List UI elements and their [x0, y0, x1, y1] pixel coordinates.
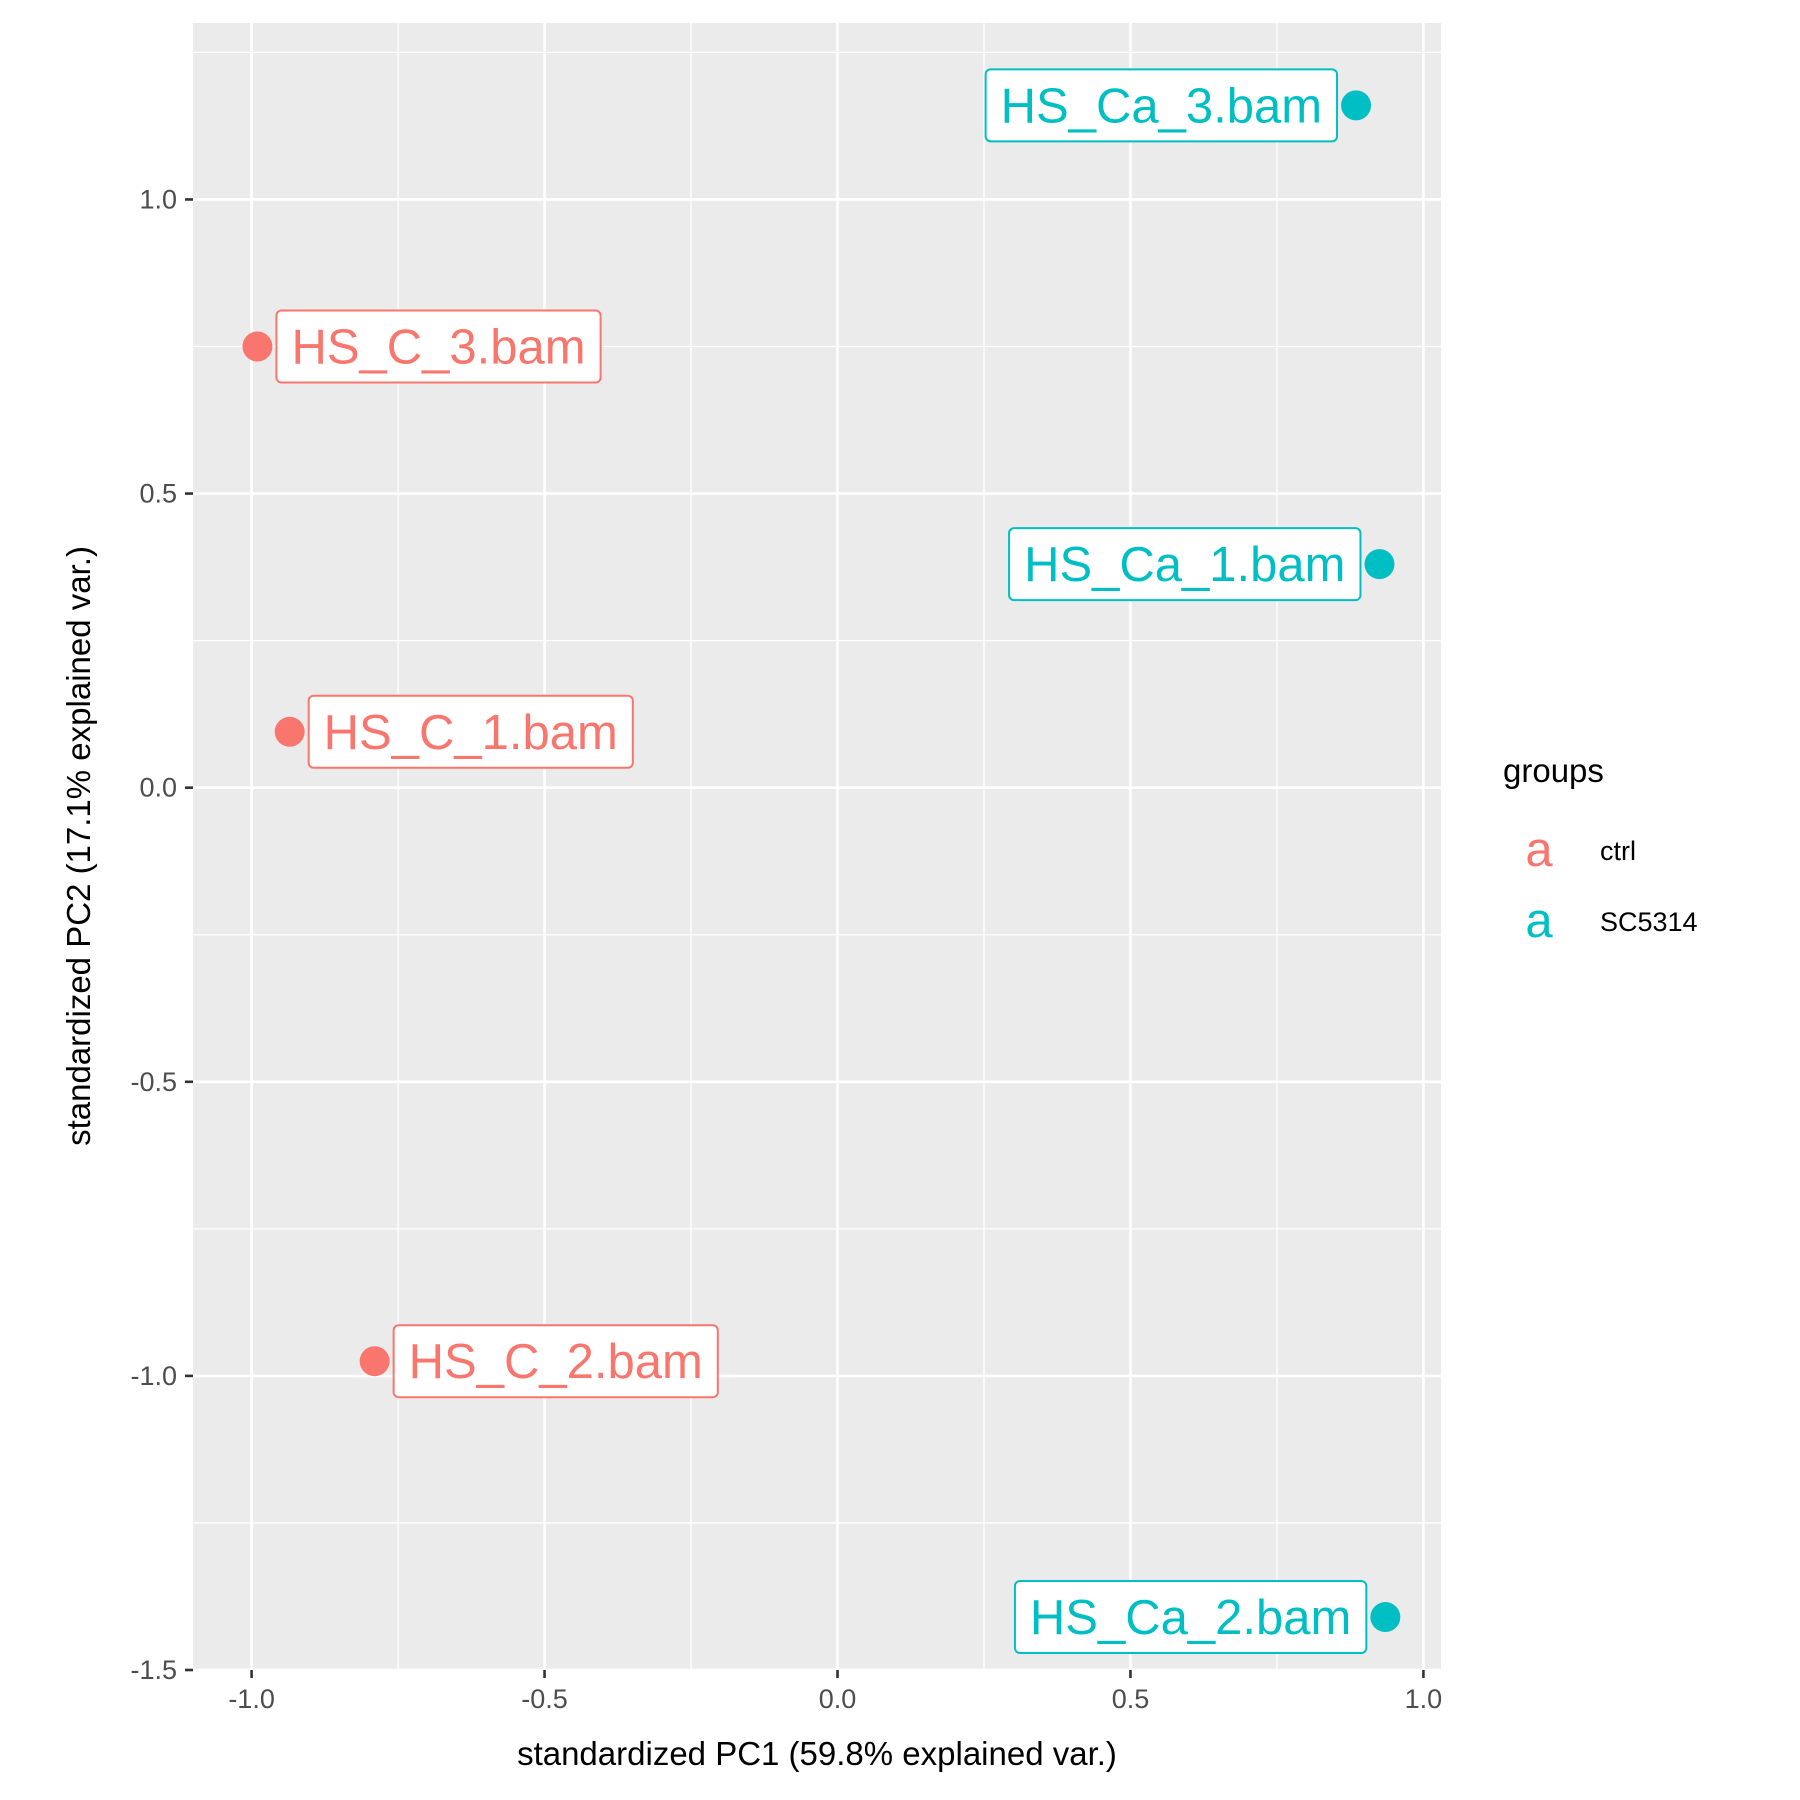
x-tick-label: -1.0	[228, 1684, 275, 1714]
y-axis: -1.5 -1.0 -0.5 0.0 0.5 1.0	[130, 184, 193, 1685]
data-point	[359, 1346, 390, 1377]
y-tick-label: -0.5	[130, 1067, 177, 1097]
point-label: HS_C_1.bam	[307, 694, 634, 769]
point-label: HS_C_3.bam	[275, 309, 602, 384]
point-label: HS_Ca_1.bam	[1008, 527, 1362, 602]
x-axis: -1.0 -0.5 0.0 0.5 1.0	[228, 1670, 1442, 1714]
point-label-box	[1008, 527, 1362, 602]
y-tick-label: 1.0	[139, 184, 177, 214]
point-label-text: HS_C_1.bam	[324, 706, 618, 760]
legend: groups a ctrl a SC5314	[1503, 752, 1698, 948]
x-axis-title: standardized PC1 (59.8% explained var.)	[517, 1735, 1117, 1772]
legend-title: groups	[1503, 752, 1604, 789]
point-label-box	[392, 1324, 719, 1399]
points-layer	[242, 90, 1401, 1633]
grid-major	[193, 23, 1441, 1672]
point-label-text: HS_C_2.bam	[409, 1335, 703, 1389]
point-label: HS_Ca_2.bam	[1013, 1580, 1368, 1655]
y-tick-label: -1.0	[130, 1361, 177, 1391]
data-point	[274, 716, 305, 747]
point-label-text: HS_Ca_3.bam	[1001, 79, 1322, 133]
point-label-box	[1013, 1580, 1368, 1655]
point-label-box	[275, 309, 602, 384]
labels-layer: HS_C_3.bam HS_C_1.bam HS_C_2.bam HS_Ca_3.ba…	[275, 68, 1368, 1655]
legend-key-sc5314: a	[1525, 894, 1553, 948]
y-tick-label: -1.5	[130, 1655, 177, 1685]
point-label-box	[984, 68, 1339, 143]
data-point	[1370, 1602, 1401, 1633]
x-tick-label: -0.5	[521, 1684, 568, 1714]
x-tick-label: 1.0	[1405, 1684, 1443, 1714]
point-label-text: HS_C_3.bam	[291, 321, 585, 375]
legend-key-ctrl: a	[1525, 823, 1553, 877]
grid-minor	[193, 23, 1441, 1670]
point-label-box	[307, 694, 634, 769]
y-tick-label: 0.5	[139, 479, 177, 509]
point-label: HS_Ca_3.bam	[984, 68, 1339, 143]
legend-label-sc5314: SC5314	[1600, 907, 1698, 937]
data-point	[1341, 90, 1372, 121]
point-label: HS_C_2.bam	[392, 1324, 719, 1399]
y-tick-label: 0.0	[139, 773, 177, 803]
data-point	[1364, 549, 1395, 580]
x-tick-label: 0.5	[1112, 1684, 1150, 1714]
point-label-text: HS_Ca_1.bam	[1024, 538, 1345, 592]
point-label-text: HS_Ca_2.bam	[1030, 1591, 1351, 1645]
data-point	[242, 331, 273, 362]
y-axis-title: standardized PC2 (17.1% explained var.)	[60, 546, 97, 1146]
legend-label-ctrl: ctrl	[1600, 836, 1636, 866]
plot-panel	[193, 23, 1441, 1670]
x-tick-label: 0.0	[819, 1684, 857, 1714]
